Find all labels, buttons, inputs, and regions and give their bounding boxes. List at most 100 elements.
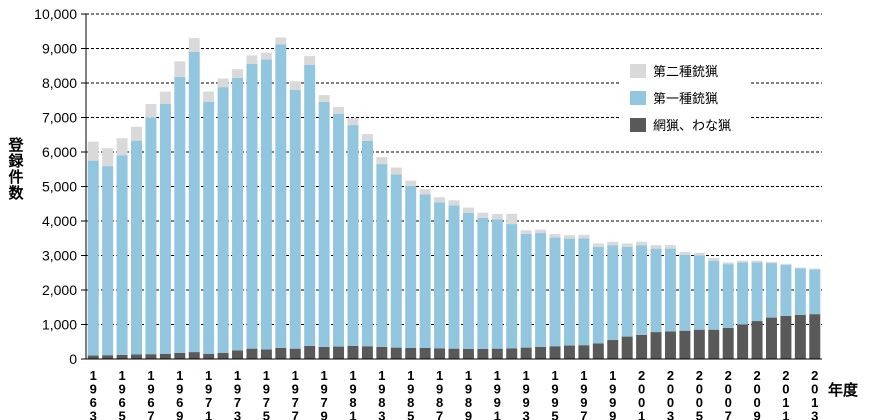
bar-first_class-1995 <box>549 237 561 347</box>
legend-label-first_class: 第一種銃猟 <box>653 91 718 107</box>
bar-second_class-1983 <box>376 157 388 165</box>
bar-first_class-1977 <box>289 89 301 349</box>
bar-second_class-2013 <box>809 268 821 270</box>
bar-second_class-1969 <box>174 61 186 77</box>
bar-second_class-2005 <box>693 252 705 256</box>
y-tick-label: 4,000 <box>42 213 77 229</box>
bar-net_trap-1985 <box>405 347 417 359</box>
bar-second_class-1972 <box>217 78 229 88</box>
bar-net_trap-1986 <box>419 347 431 359</box>
bar-first_class-1978 <box>304 64 316 346</box>
bar-first_class-1974 <box>246 64 258 349</box>
bar-first_class-1983 <box>376 164 388 347</box>
bar-first_class-1996 <box>563 238 575 346</box>
bar-first_class-1967 <box>145 117 157 355</box>
bar-net_trap-1990 <box>477 348 489 359</box>
bar-first_class-1968 <box>159 103 171 354</box>
bar-second_class-1987 <box>434 197 446 203</box>
y-tick-label: 7,000 <box>42 110 77 126</box>
bar-net_trap-1963 <box>87 355 99 359</box>
bar-first_class-2007 <box>722 264 734 328</box>
bar-second_class-1963 <box>87 141 99 161</box>
bar-net_trap-1967 <box>145 354 157 359</box>
bar-first_class-2012 <box>794 268 806 315</box>
bar-net_trap-1983 <box>376 346 388 359</box>
bar-second_class-1989 <box>462 207 474 213</box>
bar-second_class-1964 <box>102 148 114 167</box>
bar-net_trap-2001 <box>636 334 648 359</box>
x-axis-label: 年度 <box>828 381 859 399</box>
bar-first_class-1982 <box>361 140 373 347</box>
bar-net_trap-1989 <box>462 348 474 359</box>
bar-second_class-2002 <box>650 245 662 249</box>
bar-net_trap-1974 <box>246 348 258 359</box>
bar-second_class-1967 <box>145 104 157 118</box>
bar-first_class-1997 <box>578 238 590 346</box>
y-axis-label: 登録件数 <box>7 136 24 202</box>
bar-net_trap-2010 <box>766 317 777 359</box>
bar-first_class-2009 <box>751 262 763 322</box>
bar-first_class-1969 <box>174 76 186 353</box>
bar-net_trap-2004 <box>679 330 691 359</box>
bar-first_class-1994 <box>535 233 547 347</box>
bar-net_trap-1987 <box>434 348 446 359</box>
x-axis: 1 9 6 3 1 9 6 5 1 9 6 7 1 9 6 9 1 9 7 1 1 9 7 3 1 9 7 5 1 9 7 7 1 9 7 9 1 9 8 1… <box>86 358 822 420</box>
bar-second_class-1994 <box>535 229 547 234</box>
bar-second_class-2011 <box>780 263 792 265</box>
bar-first_class-2010 <box>766 263 777 318</box>
bar-net_trap-1988 <box>448 348 460 359</box>
y-tick-label: 10,000 <box>34 6 77 22</box>
bar-second_class-1970 <box>188 38 200 52</box>
bar-first_class-1985 <box>405 185 417 348</box>
bar-net_trap-2002 <box>650 332 662 359</box>
bar-net_trap-1993 <box>520 347 532 359</box>
bar-net_trap-2009 <box>751 321 763 359</box>
bar-second_class-1976 <box>275 37 287 45</box>
bar-second_class-1984 <box>390 167 402 175</box>
bar-first_class-1976 <box>275 44 287 348</box>
bar-first_class-1988 <box>448 205 460 349</box>
bar-net_trap-1976 <box>275 347 287 359</box>
y-tick-label: 2,000 <box>42 282 77 298</box>
bar-first_class-2013 <box>809 269 821 315</box>
bar-net_trap-1971 <box>203 353 215 359</box>
bar-net_trap-1977 <box>289 348 301 359</box>
bar-second_class-1991 <box>491 214 503 220</box>
bar-net_trap-1992 <box>506 348 518 359</box>
bar-second_class-2003 <box>664 245 676 249</box>
bar-first_class-1989 <box>462 212 474 349</box>
bar-second_class-1966 <box>131 126 142 141</box>
bar-second_class-1988 <box>448 200 460 206</box>
y-tick-label: 9,000 <box>42 41 77 57</box>
bar-first_class-1993 <box>520 233 532 348</box>
bar-net_trap-1991 <box>491 348 503 359</box>
bar-second_class-2001 <box>636 241 648 246</box>
bar-first_class-1992 <box>506 224 518 349</box>
bar-first_class-2001 <box>636 245 648 335</box>
bar-first_class-1970 <box>188 51 200 353</box>
bar-net_trap-1981 <box>347 345 359 359</box>
bar-second_class-1997 <box>578 234 590 239</box>
bar-second_class-1999 <box>607 241 619 246</box>
bar-net_trap-1996 <box>563 345 575 359</box>
bar-net_trap-1966 <box>131 354 142 359</box>
bar-first_class-1966 <box>131 140 142 355</box>
bar-net_trap-1994 <box>535 346 547 359</box>
bar-first_class-1975 <box>260 59 272 350</box>
y-tick-label: 8,000 <box>42 75 77 91</box>
bar-second_class-2000 <box>621 243 633 247</box>
bar-second_class-2010 <box>766 262 777 264</box>
bar-net_trap-1997 <box>578 345 590 359</box>
bar-net_trap-2012 <box>794 314 806 359</box>
legend-label-second_class: 第二種銃猟 <box>653 64 718 80</box>
bar-second_class-1990 <box>477 212 489 218</box>
